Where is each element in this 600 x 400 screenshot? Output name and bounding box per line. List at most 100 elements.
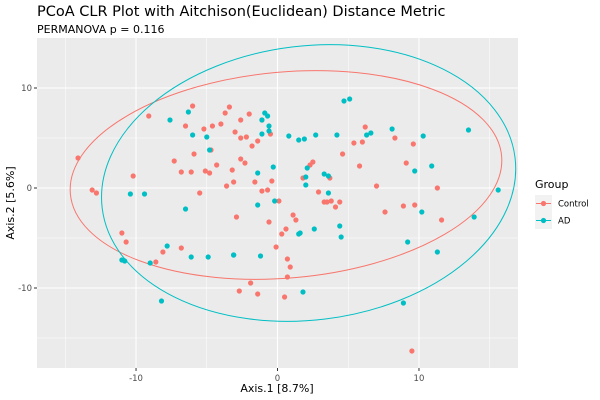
point-ad bbox=[311, 226, 317, 232]
point-ad bbox=[204, 134, 210, 140]
point-control bbox=[75, 155, 81, 161]
point-control bbox=[119, 230, 125, 236]
point-control bbox=[287, 264, 293, 270]
legend-label-control: Control bbox=[558, 200, 589, 210]
point-control bbox=[160, 249, 166, 255]
y-tick-label: 0 bbox=[27, 184, 32, 194]
point-ad bbox=[272, 198, 278, 204]
point-control bbox=[315, 189, 322, 195]
point-control bbox=[362, 124, 368, 130]
point-ad bbox=[259, 117, 265, 123]
point-control bbox=[188, 169, 194, 175]
point-control bbox=[202, 168, 208, 174]
point-control bbox=[324, 199, 330, 205]
point-control bbox=[382, 209, 388, 215]
point-control bbox=[231, 179, 237, 185]
confidence-ellipses bbox=[69, 44, 517, 322]
point-control bbox=[171, 158, 177, 164]
point-control bbox=[400, 203, 407, 209]
legend-key-point bbox=[540, 200, 547, 207]
point-control bbox=[337, 199, 343, 205]
legend-label-ad: AD bbox=[558, 217, 571, 227]
point-control bbox=[248, 280, 254, 286]
point-ad bbox=[167, 117, 173, 123]
point-control bbox=[218, 121, 224, 127]
point-control bbox=[190, 103, 196, 109]
point-ad bbox=[127, 191, 133, 197]
legend: Group Control AD bbox=[535, 178, 589, 229]
point-control bbox=[412, 202, 418, 208]
point-control bbox=[328, 198, 334, 204]
point-control bbox=[339, 151, 346, 157]
point-control bbox=[284, 256, 291, 262]
point-control bbox=[197, 190, 203, 196]
point-ad bbox=[471, 214, 477, 220]
point-ad bbox=[338, 234, 344, 240]
point-control bbox=[146, 113, 152, 119]
point-control bbox=[209, 123, 216, 129]
point-ad bbox=[334, 132, 340, 138]
legend-title: Group bbox=[535, 178, 569, 191]
point-ad bbox=[270, 164, 276, 170]
point-control bbox=[229, 167, 235, 173]
point-control bbox=[332, 204, 339, 210]
point-control bbox=[238, 117, 244, 123]
point-control bbox=[290, 212, 296, 218]
point-ad bbox=[182, 206, 189, 212]
point-ad bbox=[185, 109, 191, 115]
chart-subtitle: PERMANOVA p = 0.116 bbox=[37, 23, 164, 36]
point-control bbox=[269, 178, 275, 184]
point-control bbox=[255, 291, 261, 297]
point-control bbox=[259, 188, 265, 194]
point-control bbox=[246, 111, 252, 117]
point-ad bbox=[190, 132, 196, 138]
x-tick-label: -10 bbox=[129, 374, 143, 384]
point-control bbox=[182, 123, 189, 129]
point-ad bbox=[341, 98, 347, 104]
point-control bbox=[276, 198, 282, 204]
point-control bbox=[310, 159, 316, 165]
point-control bbox=[434, 185, 440, 191]
point-ad bbox=[325, 173, 332, 179]
point-ad bbox=[495, 187, 501, 193]
point-ad bbox=[337, 223, 343, 229]
point-ad bbox=[257, 253, 264, 259]
point-ad bbox=[205, 254, 211, 260]
point-ad bbox=[158, 298, 165, 304]
point-control bbox=[222, 110, 228, 116]
point-ad bbox=[313, 132, 319, 138]
point-ad bbox=[412, 168, 418, 174]
point-control bbox=[93, 190, 100, 196]
point-ad bbox=[164, 243, 170, 249]
point-control bbox=[264, 187, 271, 193]
point-ad bbox=[364, 132, 370, 138]
point-control bbox=[206, 170, 213, 176]
point-control bbox=[233, 214, 240, 220]
point-control bbox=[403, 160, 409, 166]
point-control bbox=[273, 244, 279, 250]
axis-ticks: -10 0 10 -10 0 10 bbox=[18, 84, 424, 384]
point-control bbox=[201, 126, 207, 132]
point-control bbox=[223, 183, 230, 189]
point-control bbox=[178, 245, 184, 251]
point-ad bbox=[264, 113, 271, 119]
point-control bbox=[243, 134, 249, 140]
point-control bbox=[293, 217, 299, 223]
x-tick-label: 0 bbox=[275, 374, 280, 384]
point-ad bbox=[325, 190, 332, 196]
point-ad bbox=[286, 133, 292, 139]
point-control bbox=[359, 139, 365, 145]
point-ad bbox=[368, 130, 374, 136]
point-ad bbox=[301, 136, 307, 142]
point-ad bbox=[266, 128, 272, 134]
point-ad bbox=[400, 300, 407, 306]
point-ad bbox=[266, 123, 272, 129]
point-control bbox=[281, 294, 288, 300]
point-ad bbox=[321, 171, 327, 177]
point-control bbox=[410, 141, 416, 147]
x-axis-title: Axis.1 [8.7%] bbox=[240, 382, 313, 395]
data-points bbox=[75, 96, 501, 354]
point-control bbox=[283, 226, 289, 232]
point-control bbox=[392, 135, 398, 141]
